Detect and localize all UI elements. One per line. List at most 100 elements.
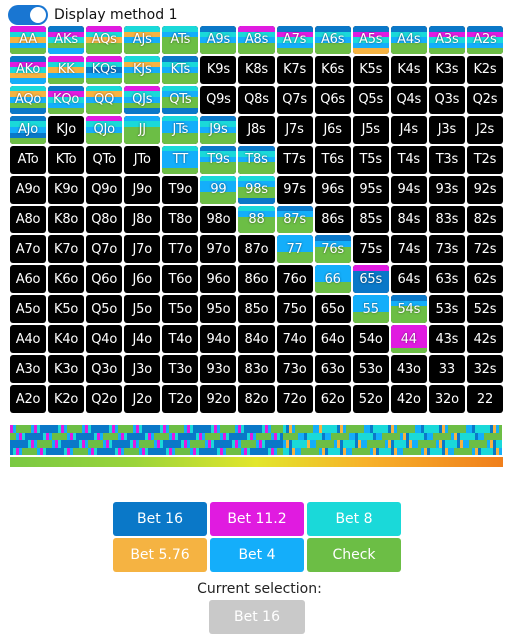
hand-cell[interactable]: 53s xyxy=(428,295,465,324)
hand-cell[interactable]: AJs xyxy=(124,26,161,54)
hand-cell[interactable]: A4s xyxy=(390,26,427,54)
hand-cell[interactable]: 42o xyxy=(390,385,427,413)
hand-cell[interactable]: KJo xyxy=(48,115,85,144)
hand-cell[interactable]: A2s xyxy=(466,26,503,54)
hand-cell[interactable]: 64o xyxy=(314,325,351,354)
bet11-2-button[interactable]: Bet 11.2 xyxy=(210,502,304,536)
hand-cell[interactable]: J6o xyxy=(124,265,161,294)
bet16-button[interactable]: Bet 16 xyxy=(113,502,207,536)
hand-cell[interactable]: Q4o xyxy=(86,325,123,354)
hand-cell[interactable]: 88 xyxy=(238,205,275,234)
hand-cell[interactable]: QJs xyxy=(124,85,161,114)
hand-cell[interactable]: QTs xyxy=(162,85,199,114)
hand-cell[interactable]: 73s xyxy=(428,235,465,264)
hand-cell[interactable]: J6s xyxy=(314,115,351,144)
hand-cell[interactable]: T3s xyxy=(428,145,465,174)
hand-cell[interactable]: Q6o xyxy=(86,265,123,294)
hand-cell[interactable]: T4o xyxy=(162,325,199,354)
bet4-button[interactable]: Bet 4 xyxy=(210,538,304,572)
hand-cell[interactable]: A3o xyxy=(10,355,47,384)
hand-cell[interactable]: T9o xyxy=(162,175,199,204)
hand-cell[interactable]: 84s xyxy=(390,205,427,234)
hand-cell[interactable]: K4o xyxy=(48,325,85,354)
hand-cell[interactable]: A7o xyxy=(10,235,47,264)
hand-cell[interactable]: T2s xyxy=(466,145,503,174)
hand-cell[interactable]: T8s xyxy=(238,145,275,174)
hand-cell[interactable]: K9s xyxy=(200,55,237,84)
hand-cell[interactable]: T5o xyxy=(162,295,199,324)
hand-cell[interactable]: KTo xyxy=(48,145,85,174)
hand-cell[interactable]: 62o xyxy=(314,385,351,413)
hand-cell[interactable]: A6s xyxy=(314,26,351,54)
hand-cell[interactable]: 98s xyxy=(238,175,275,204)
hand-cell[interactable]: 92s xyxy=(466,175,503,204)
display-method-toggle[interactable] xyxy=(8,5,48,25)
hand-cell[interactable]: A8o xyxy=(10,205,47,234)
hand-cell[interactable]: 73o xyxy=(276,355,313,384)
hand-cell[interactable]: 74o xyxy=(276,325,313,354)
hand-cell[interactable]: TT xyxy=(162,145,199,174)
hand-cell[interactable]: 32s xyxy=(466,355,503,384)
hand-cell[interactable]: 52s xyxy=(466,295,503,324)
hand-cell[interactable]: 43s xyxy=(428,325,465,354)
hand-cell[interactable]: 75s xyxy=(352,235,389,264)
hand-cell[interactable]: A5s xyxy=(352,26,389,54)
hand-cell[interactable]: 87o xyxy=(238,235,275,264)
hand-cell[interactable]: AKs xyxy=(48,26,85,54)
hand-cell[interactable]: A4o xyxy=(10,325,47,354)
hand-cell[interactable]: T5s xyxy=(352,145,389,174)
hand-cell[interactable]: JJ xyxy=(124,115,161,144)
hand-cell[interactable]: Q6s xyxy=(314,85,351,114)
hand-cell[interactable]: AA xyxy=(10,26,47,54)
hand-cell[interactable]: K4s xyxy=(390,55,427,84)
hand-cell[interactable]: 94o xyxy=(200,325,237,354)
hand-cell[interactable]: 83s xyxy=(428,205,465,234)
hand-cell[interactable]: 44 xyxy=(390,325,427,354)
hand-cell[interactable]: 76s xyxy=(314,235,351,264)
hand-cell[interactable]: 42s xyxy=(466,325,503,354)
hand-cell[interactable]: 98o xyxy=(200,205,237,234)
hand-cell[interactable]: J2o xyxy=(124,385,161,413)
hand-cell[interactable]: Q3o xyxy=(86,355,123,384)
hand-cell[interactable]: 97s xyxy=(276,175,313,204)
hand-cell[interactable]: 93o xyxy=(200,355,237,384)
hand-cell[interactable]: Q5s xyxy=(352,85,389,114)
hand-cell[interactable]: J3s xyxy=(428,115,465,144)
hand-cell[interactable]: J7o xyxy=(124,235,161,264)
hand-cell[interactable]: 97o xyxy=(200,235,237,264)
hand-cell[interactable]: 52o xyxy=(352,385,389,413)
hand-cell[interactable]: QTo xyxy=(86,145,123,174)
hand-cell[interactable]: 83o xyxy=(238,355,275,384)
hand-cell[interactable]: J5s xyxy=(352,115,389,144)
hand-cell[interactable]: J7s xyxy=(276,115,313,144)
hand-cell[interactable]: J4s xyxy=(390,115,427,144)
hand-cell[interactable]: K3o xyxy=(48,355,85,384)
hand-cell[interactable]: 54o xyxy=(352,325,389,354)
hand-cell[interactable]: 63s xyxy=(428,265,465,294)
hand-cell[interactable]: Q2s xyxy=(466,85,503,114)
hand-cell[interactable]: 55 xyxy=(352,295,389,324)
bet8-button[interactable]: Bet 8 xyxy=(307,502,401,536)
hand-cell[interactable]: KQs xyxy=(86,55,123,84)
hand-cell[interactable]: K5s xyxy=(352,55,389,84)
hand-cell[interactable]: 86s xyxy=(314,205,351,234)
bet5-76-button[interactable]: Bet 5.76 xyxy=(113,538,207,572)
hand-cell[interactable]: 66 xyxy=(314,265,351,294)
hand-cell[interactable]: 95s xyxy=(352,175,389,204)
hand-cell[interactable]: Q8o xyxy=(86,205,123,234)
hand-cell[interactable]: K7s xyxy=(276,55,313,84)
hand-cell[interactable]: KK xyxy=(48,55,85,84)
hand-cell[interactable]: A9s xyxy=(200,26,237,54)
hand-cell[interactable]: J8o xyxy=(124,205,161,234)
hand-cell[interactable]: 33 xyxy=(428,355,465,384)
hand-cell[interactable]: K5o xyxy=(48,295,85,324)
hand-cell[interactable]: T9s xyxy=(200,145,237,174)
hand-cell[interactable]: 87s xyxy=(276,205,313,234)
hand-cell[interactable]: JTs xyxy=(162,115,199,144)
hand-cell[interactable]: Q7s xyxy=(276,85,313,114)
hand-cell[interactable]: 54s xyxy=(390,295,427,324)
hand-cell[interactable]: K6s xyxy=(314,55,351,84)
hand-cell[interactable]: AQs xyxy=(86,26,123,54)
hand-cell[interactable]: ATo xyxy=(10,145,47,174)
hand-cell[interactable]: J3o xyxy=(124,355,161,384)
